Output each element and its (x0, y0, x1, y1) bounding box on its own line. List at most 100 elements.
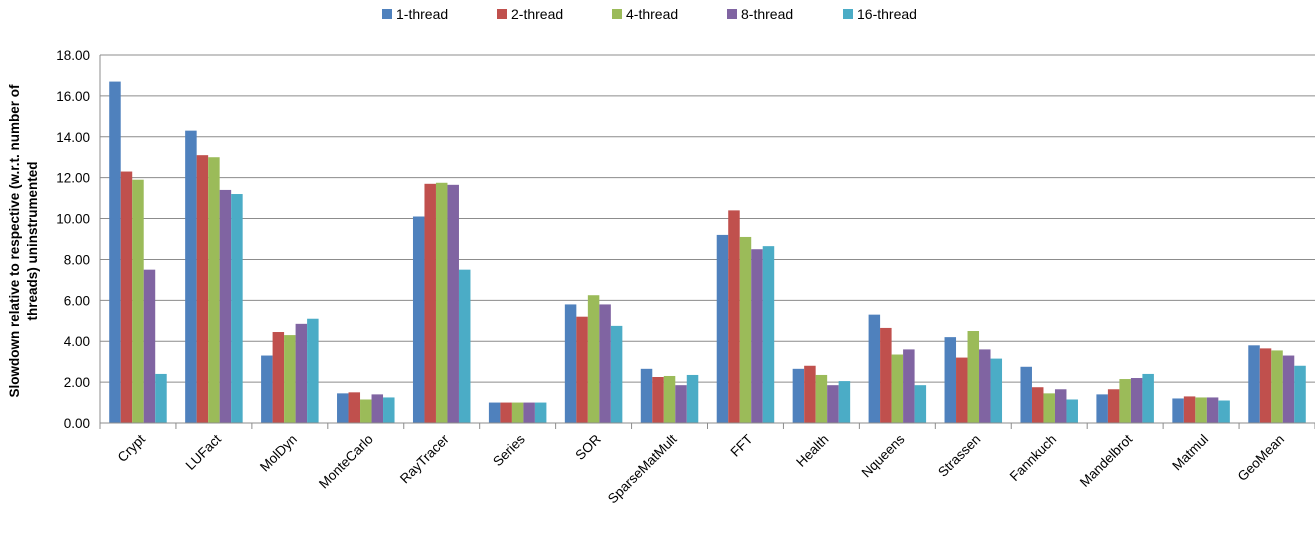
bar-8-thread-SparseMatMult (675, 385, 687, 423)
bar-8-thread-Mandelbrot (1130, 378, 1143, 423)
bar-1-thread-GeoMean (1248, 345, 1260, 423)
bar-1-thread-SparseMatMult (640, 368, 653, 423)
y-tick-label: 6.00 (64, 293, 90, 308)
bar-4-thread-Matmul (1195, 397, 1207, 423)
x-tick-label: Mandelbrot (1077, 431, 1136, 490)
bar-4-thread-MolDyn (284, 335, 296, 423)
bar-16-thread-GeoMean (1294, 365, 1306, 423)
bar-1-thread-SOR (564, 304, 577, 423)
bar-4-thread-Crypt (132, 179, 144, 423)
bar-16-thread-Fannkuch (1066, 399, 1078, 423)
bar-2-thread-RayTracer (424, 183, 436, 423)
x-tick-label: FFT (727, 432, 755, 460)
bar-16-thread-SparseMatMult (686, 374, 699, 423)
bar-4-thread-Series (511, 402, 524, 423)
y-tick-label: 18.00 (56, 48, 90, 63)
x-tick-label: LUFact (183, 431, 225, 473)
bar-1-thread-Series (488, 402, 501, 423)
x-tick-label: SparseMatMult (605, 431, 680, 506)
bar-2-thread-SOR (576, 316, 588, 423)
bar-16-thread-MonteCarlo (383, 397, 395, 423)
axes (99, 55, 1315, 429)
x-tick-label: Nqueens (859, 431, 908, 480)
y-axis-label-line-1: Slowdown relative to respective (w.r.t. … (7, 84, 22, 398)
bar-8-thread-Nqueens (903, 349, 915, 423)
bar-4-thread-MonteCarlo (360, 399, 372, 423)
y-axis-label-line-2: threads) uninstrumented (25, 161, 40, 320)
y-tick-labels: 0.00 2.00 4.00 6.00 8.00 10.00 12.00 14.00 16.00… (56, 48, 90, 431)
bar-2-thread-MonteCarlo (348, 392, 361, 423)
bar-2-thread-LUFact (196, 155, 209, 423)
bar-4-thread-Health (815, 374, 828, 423)
bar-8-thread-Matmul (1206, 397, 1219, 423)
bar-8-thread-LUFact (219, 189, 232, 423)
legend-swatch-16-thread (843, 9, 853, 19)
x-tick-label: Health (793, 432, 831, 470)
bar-4-thread-RayTracer (435, 182, 448, 423)
legend-swatch-2-thread (497, 9, 507, 19)
legend-label-8-thread: 8-thread (741, 6, 793, 22)
bar-8-thread-Fannkuch (1054, 389, 1067, 423)
bar-2-thread-Crypt (120, 171, 133, 423)
bar-4-thread-FFT (739, 236, 752, 423)
bar-4-thread-GeoMean (1271, 350, 1283, 423)
x-tick-label: SOR (572, 431, 603, 462)
bar-8-thread-Health (827, 385, 839, 423)
bar-4-thread-Mandelbrot (1119, 379, 1131, 423)
bar-1-thread-Strassen (944, 337, 957, 423)
bar-8-thread-FFT (751, 249, 763, 423)
bar-1-thread-Health (792, 368, 805, 423)
bar-16-thread-RayTracer (458, 269, 471, 423)
legend-label-16-thread: 16-thread (857, 6, 917, 22)
x-tick-label: GeoMean (1235, 432, 1288, 485)
bar-2-thread-Mandelbrot (1107, 389, 1120, 423)
x-tick-label: Fannkuch (1007, 432, 1060, 485)
bar-2-thread-Fannkuch (1031, 387, 1044, 423)
bar-2-thread-Nqueens (880, 327, 892, 423)
x-tick-label: MolDyn (257, 432, 300, 475)
bar-2-thread-Health (804, 365, 816, 423)
legend-label-2-thread: 2-thread (511, 6, 563, 22)
y-tick-label: 4.00 (64, 334, 90, 349)
bar-2-thread-Series (500, 402, 512, 423)
bar-8-thread-MonteCarlo (371, 394, 384, 423)
bar-16-thread-Matmul (1218, 400, 1230, 423)
x-tick-labels: Crypt LUFact MolDyn MonteCarlo RayTracer Seri… (115, 431, 1287, 506)
bar-1-thread-LUFact (185, 130, 197, 423)
y-tick-label: 12.00 (56, 171, 90, 186)
bar-8-thread-GeoMean (1282, 355, 1295, 423)
bar-8-thread-RayTracer (447, 184, 459, 423)
bar-1-thread-Mandelbrot (1096, 394, 1108, 423)
legend: 1-thread 2-thread 4-thread 8-thread 16-threa… (382, 6, 917, 22)
bar-4-thread-Fannkuch (1043, 393, 1055, 423)
bar-16-thread-Series (534, 402, 547, 423)
x-tick-label: MonteCarlo (316, 432, 376, 492)
bar-1-thread-Matmul (1172, 398, 1184, 423)
bar-16-thread-Mandelbrot (1142, 373, 1154, 423)
legend-swatch-1-thread (382, 9, 392, 19)
bar-1-thread-Crypt (109, 81, 121, 424)
bar-4-thread-Strassen (967, 331, 980, 423)
bar-16-thread-SOR (610, 325, 623, 423)
legend-label-1-thread: 1-thread (396, 6, 448, 22)
x-tick-label: RayTracer (397, 431, 452, 486)
bar-1-thread-Fannkuch (1020, 366, 1032, 423)
x-tick-label: Matmul (1169, 432, 1211, 474)
bars (109, 81, 1306, 424)
legend-label-4-thread: 4-thread (626, 6, 678, 22)
bar-8-thread-MolDyn (295, 323, 308, 423)
bar-8-thread-Strassen (979, 349, 991, 423)
bar-16-thread-MolDyn (307, 318, 319, 423)
x-tick-label: Series (490, 431, 528, 469)
bar-1-thread-MonteCarlo (337, 393, 349, 423)
y-tick-label: 2.00 (64, 375, 90, 390)
bar-4-thread-SparseMatMult (663, 375, 676, 423)
bar-1-thread-MolDyn (261, 355, 273, 423)
bar-16-thread-LUFact (231, 194, 243, 423)
bar-2-thread-Matmul (1183, 396, 1196, 423)
y-tick-label: 16.00 (56, 89, 90, 104)
bar-2-thread-FFT (728, 210, 740, 423)
bar-16-thread-Health (838, 381, 851, 423)
y-tick-label: 8.00 (64, 252, 90, 267)
bar-1-thread-FFT (716, 234, 729, 423)
